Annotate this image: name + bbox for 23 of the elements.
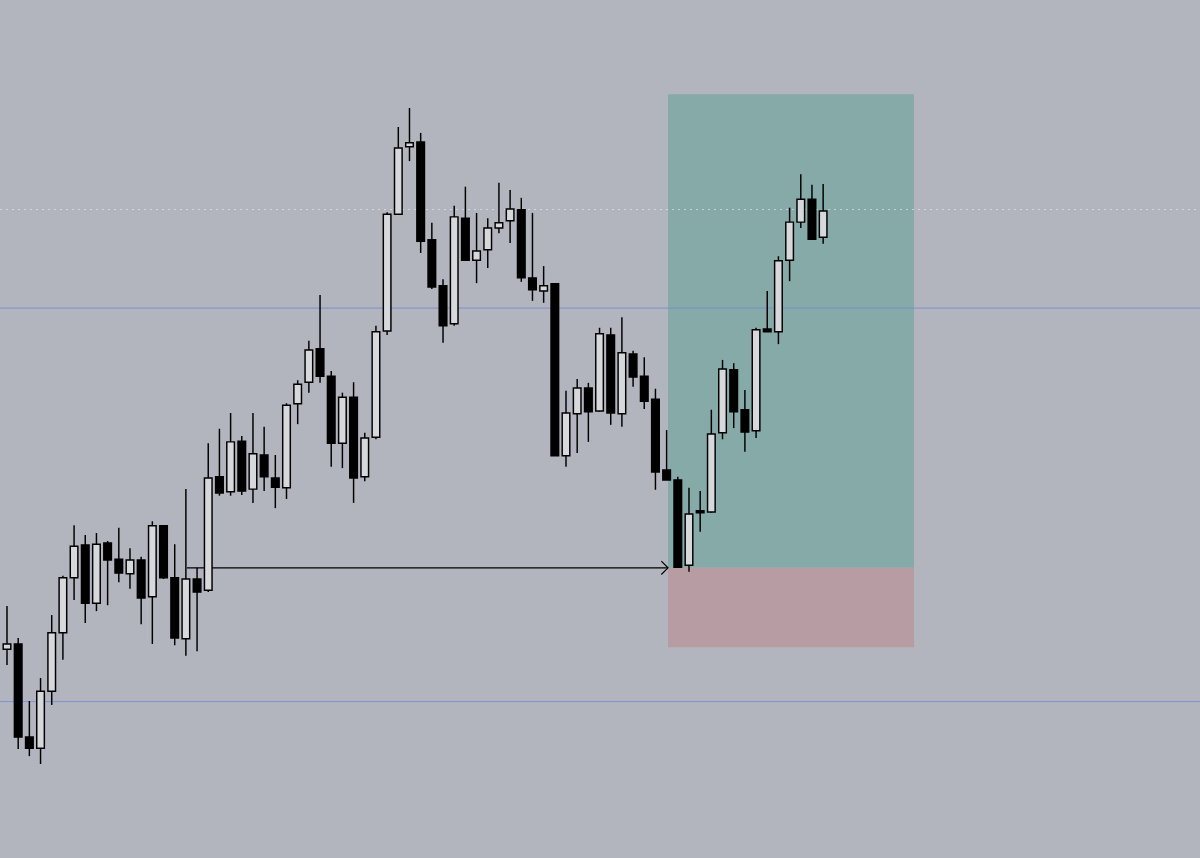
candlestick [404,107,415,162]
candlestick [483,217,493,269]
candlestick [259,426,269,492]
candlestick [796,173,806,229]
candlestick [472,212,482,284]
candlestick [762,290,772,333]
candlestick [103,540,113,606]
candlestick [505,189,515,244]
candlestick [24,700,34,757]
candlestick [583,382,593,443]
candlestick [293,379,303,425]
candlestick [125,547,135,590]
candlestick [695,490,705,533]
candlestick [539,265,549,304]
candlestick [270,454,280,509]
candlestick [2,605,12,666]
candlestick [214,428,224,497]
candlestick [662,429,672,481]
candlestick [628,349,638,388]
candlestick [527,212,538,302]
candlestick [494,182,504,235]
candlestick [114,527,124,584]
candlestick [740,389,750,453]
